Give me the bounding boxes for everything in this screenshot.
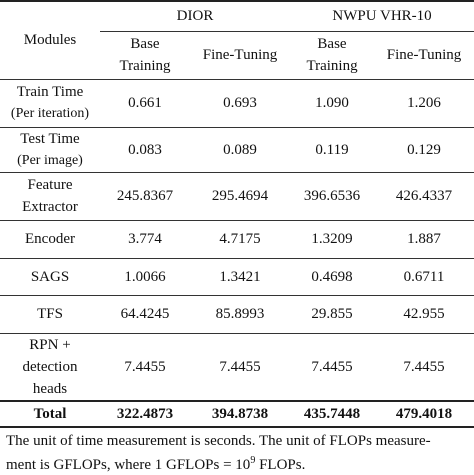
value-cell: 0.4698	[311, 268, 353, 285]
subheader-line: Fine-Tuning	[386, 47, 462, 63]
value-cell: 42.955	[403, 306, 445, 322]
value-cell: 435.7448	[303, 405, 361, 422]
value-cell: 29.855	[311, 306, 353, 322]
subheader: Fine-Tuning	[374, 31, 474, 79]
value-cell: 1.0066	[124, 268, 166, 285]
subheader: Base Training	[100, 31, 190, 79]
subheader-row: Base Training Fine-Tuning Base Training Fine-…	[0, 31, 474, 79]
value-cell: 7.4455	[311, 358, 353, 375]
subheader-line: Base	[317, 36, 347, 52]
value-cell: 85.8993	[215, 306, 265, 322]
value-cell: 295.4694	[211, 188, 269, 204]
module-line: heads	[32, 380, 68, 397]
module-cell: TFS	[0, 295, 100, 333]
note-text: ment is GFLOPs, where 1 GFLOPs = 10	[6, 456, 251, 473]
value-cell: 396.6536	[303, 188, 361, 204]
value-cell: 426.4337	[395, 188, 453, 204]
value-cell: 1.887	[407, 231, 441, 247]
value-cell: 1.206	[407, 95, 441, 111]
module-line: RPN +	[29, 336, 71, 353]
table-body: Train Time (Per iteration) 0.661 0.693 1.090…	[0, 79, 474, 427]
value-cell: 0.119	[315, 141, 349, 158]
module-line: Encoder	[25, 231, 75, 247]
module-line: Feature	[27, 177, 73, 193]
subheader-line: Training	[119, 58, 171, 74]
total-row: Total 322.4873 394.8738 435.7448 479.4018	[0, 400, 474, 427]
value-cell: 64.4245	[120, 306, 170, 322]
value-cell: 7.4455	[219, 358, 261, 375]
subheader-line: Training	[306, 58, 358, 74]
module-line: (Per image)	[17, 152, 83, 168]
module-line: TFS	[37, 306, 63, 322]
value-cell: 1.090	[315, 95, 349, 111]
module-cell: Feature Extractor	[0, 172, 100, 220]
value-cell: 0.129	[407, 141, 441, 158]
module-cell: Total	[33, 405, 67, 422]
module-cell: SAGS	[0, 258, 100, 295]
table-row: Train Time (Per iteration) 0.661 0.693 1.090…	[0, 79, 474, 127]
value-cell: 394.8738	[211, 405, 269, 422]
value-cell: 0.6711	[403, 268, 445, 285]
subheader-line: Base	[130, 36, 160, 52]
subheader: Base Training	[290, 31, 374, 79]
value-cell: 1.3421	[219, 268, 261, 285]
module-line: Test Time	[20, 130, 80, 147]
value-cell: 0.661	[128, 95, 162, 111]
table-row: Encoder 3.774 4.7175 1.3209 1.887	[0, 220, 474, 258]
subheader-line: Fine-Tuning	[202, 47, 278, 63]
group-header: DIOR	[100, 1, 291, 32]
header-row: Modules DIOR NWPU VHR-10	[0, 1, 474, 48]
module-line: Extractor	[22, 199, 78, 215]
modules-header: Modules	[23, 32, 77, 49]
table-row: Feature Extractor 245.8367 295.4694 396.6536…	[0, 172, 474, 220]
subheader: Fine-Tuning	[190, 31, 290, 79]
value-cell: 479.4018	[395, 405, 453, 422]
table-row: Test Time (Per image) 0.083 0.089 0.119 0.129	[0, 127, 474, 172]
value-cell: 7.4455	[403, 358, 445, 375]
table-header: Modules DIOR NWPU VHR-10 Base Training Fin…	[0, 1, 474, 79]
table-row: TFS 64.4245 85.8993 29.855 42.955	[0, 295, 474, 333]
module-line: detection	[22, 358, 78, 375]
value-cell: 1.3209	[311, 231, 353, 247]
note-text: FLOPs.	[255, 456, 306, 473]
note: The unit of time measurement is seconds.…	[0, 428, 474, 475]
value-cell: 0.089	[223, 141, 257, 158]
module-cell: Train Time (Per iteration)	[0, 79, 100, 127]
value-cell: 3.774	[128, 231, 162, 247]
value-cell: 245.8367	[116, 188, 174, 204]
module-cell: Encoder	[0, 220, 100, 258]
value-cell: 322.4873	[116, 405, 174, 422]
module-line: (Per iteration)	[10, 106, 90, 121]
value-cell: 0.083	[128, 141, 162, 158]
group-header: NWPU VHR-10	[290, 1, 474, 32]
results-table: Modules DIOR NWPU VHR-10 Base Training Fin…	[0, 1, 474, 427]
value-cell: 4.7175	[219, 231, 261, 247]
value-cell: 0.693	[223, 95, 257, 111]
module-line: Train Time	[16, 84, 84, 100]
module-cell: Test Time (Per image)	[0, 127, 100, 172]
note-line: The unit of time measurement is seconds.…	[6, 432, 431, 449]
table-row: RPN + detection heads 7.4455 7.4455 7.4455 7.4…	[0, 333, 474, 401]
module-line: SAGS	[30, 268, 70, 285]
value-cell: 7.4455	[124, 358, 166, 375]
module-cell: RPN + detection heads	[0, 333, 100, 401]
table-row: SAGS 1.0066 1.3421 0.4698 0.6711	[0, 258, 474, 295]
